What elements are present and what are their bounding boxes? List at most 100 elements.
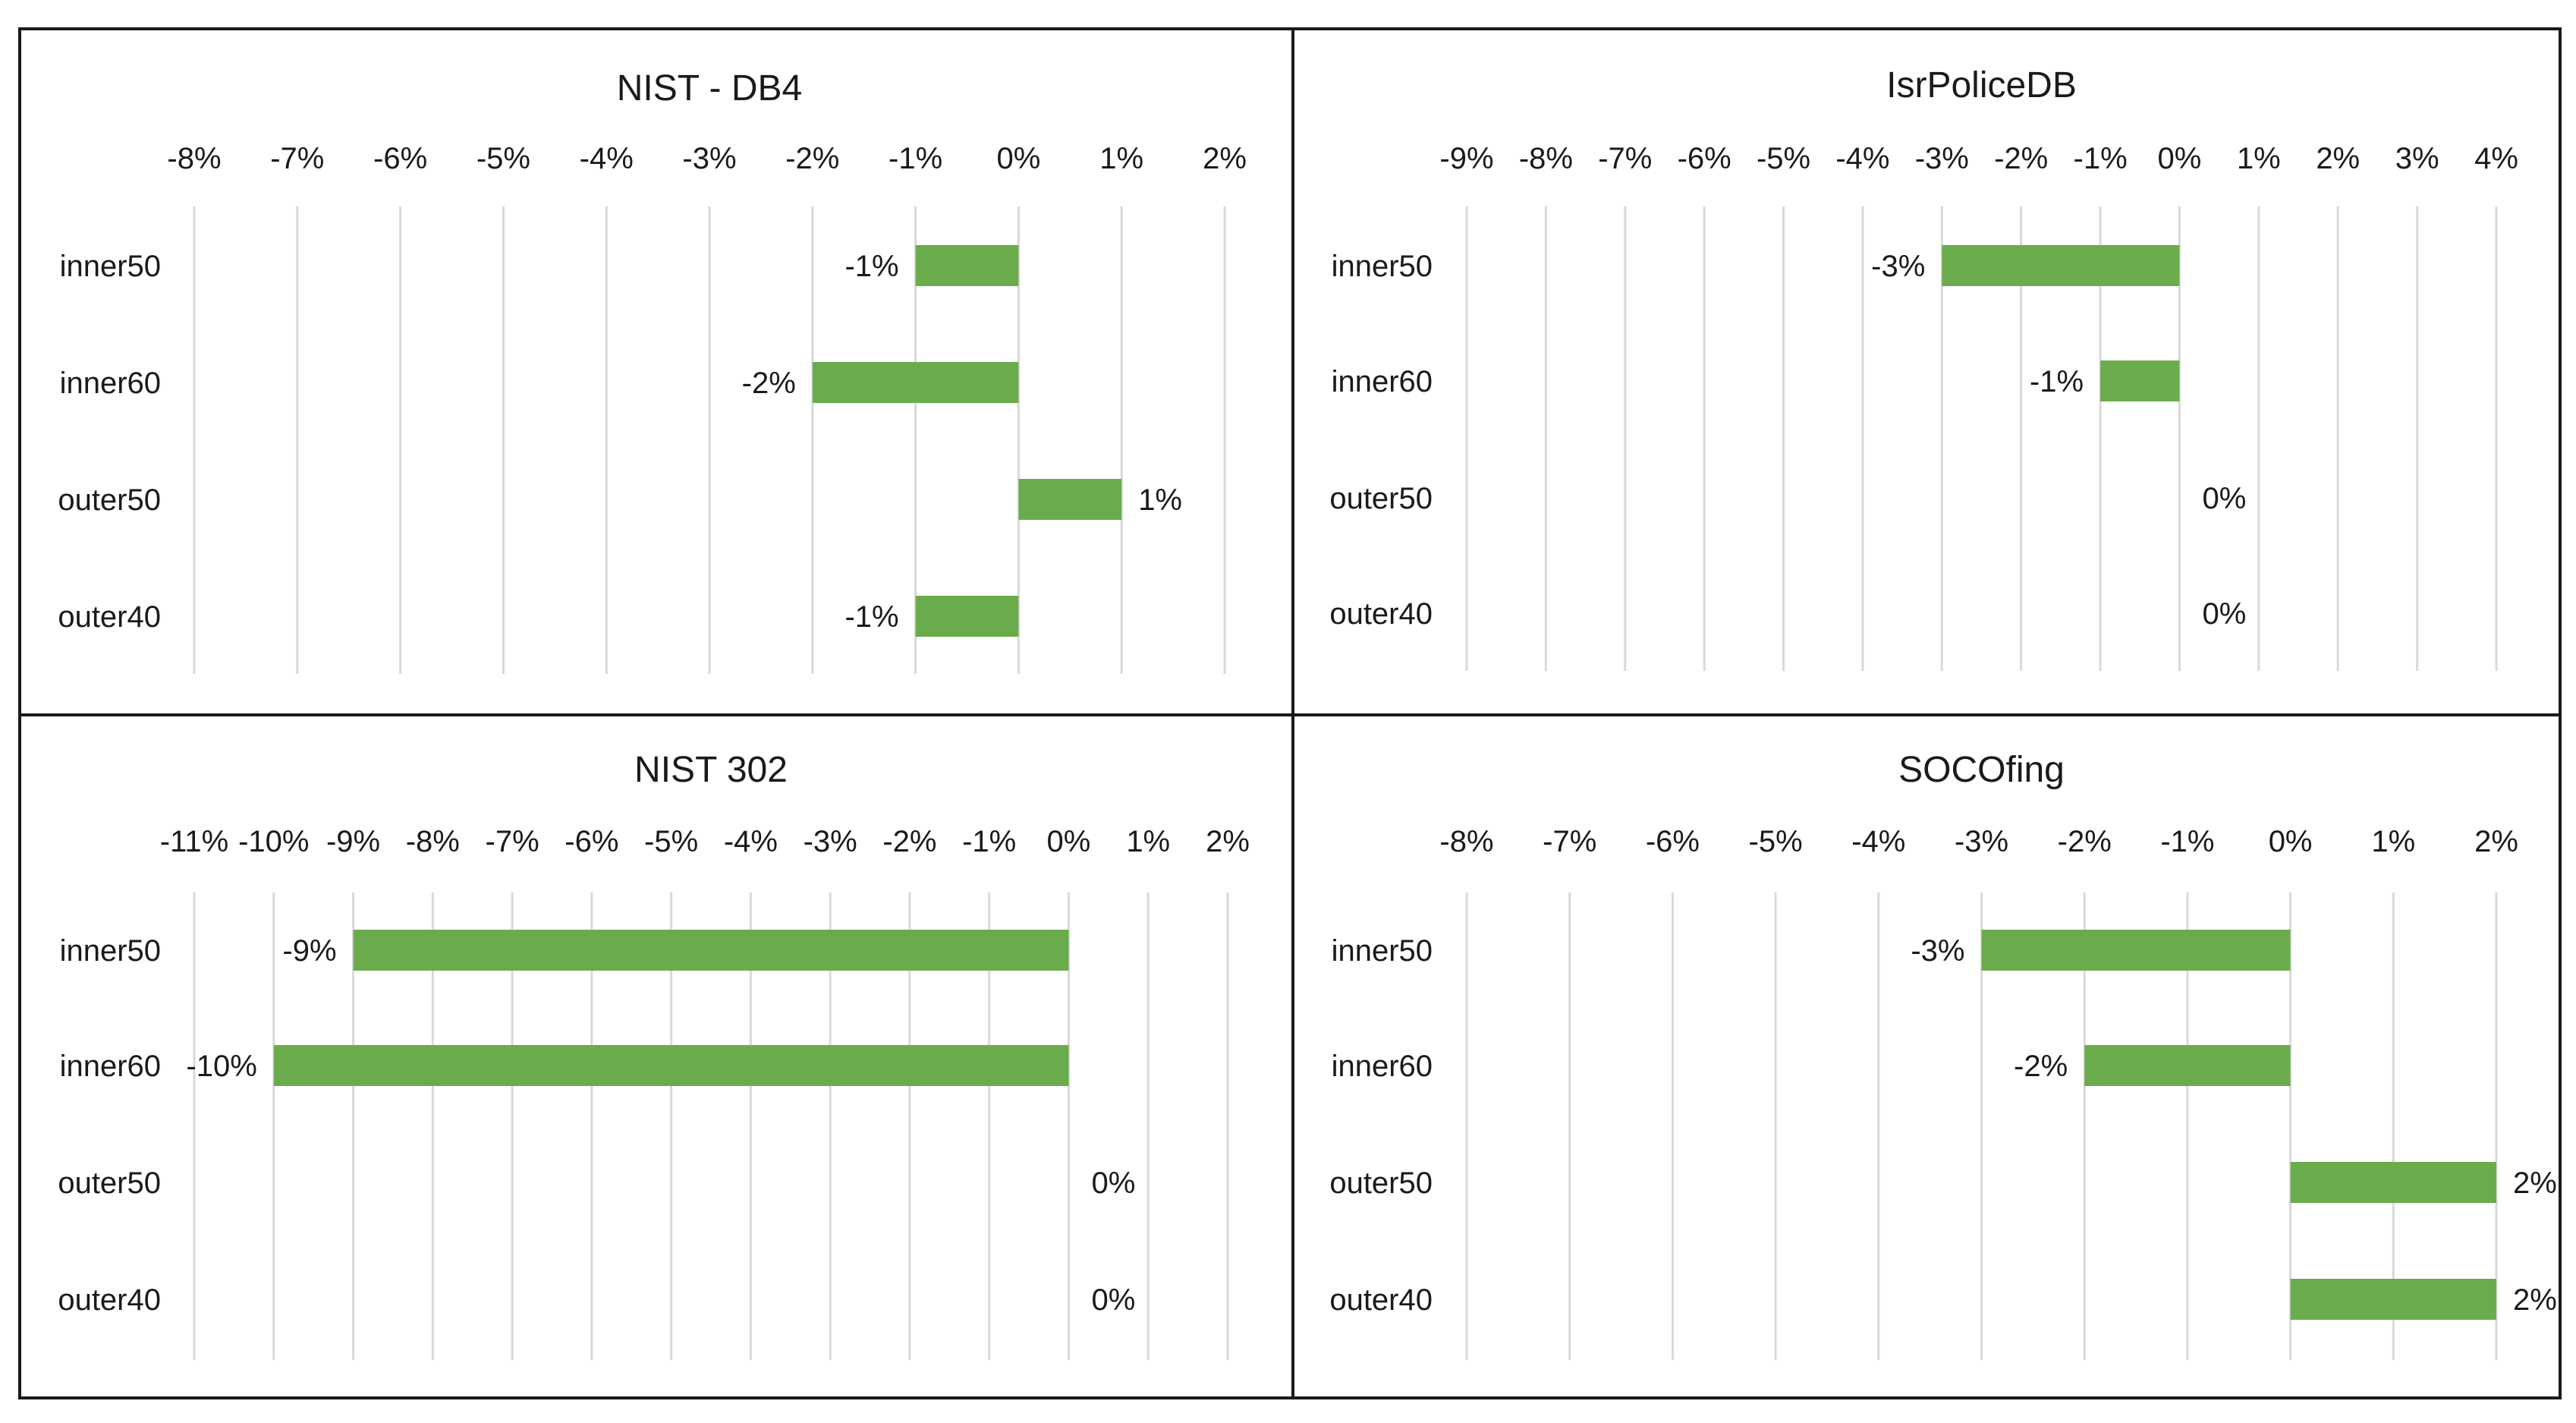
- category-label: outer40: [58, 600, 161, 634]
- category-label: inner50: [1332, 934, 1433, 968]
- x-tick-label: -8%: [406, 825, 460, 858]
- data-label: 2%: [2513, 1283, 2557, 1317]
- x-tick-label: -5%: [477, 142, 530, 175]
- chart-title: SOCOfing: [1898, 750, 2065, 790]
- x-tick-label: -7%: [1598, 142, 1652, 175]
- x-tick-label: 2%: [2474, 825, 2518, 858]
- bar: [915, 245, 1019, 286]
- category-label: inner60: [1332, 365, 1433, 398]
- category-label: inner60: [60, 367, 161, 400]
- x-tick-label: -4%: [580, 142, 634, 175]
- x-tick-label: -4%: [1851, 825, 1905, 858]
- x-tick-label: -4%: [724, 825, 778, 858]
- x-tick-label: -7%: [486, 825, 539, 858]
- x-tick-label: -8%: [167, 142, 221, 175]
- x-tick-label: -6%: [565, 825, 618, 858]
- data-label: 0%: [2202, 482, 2246, 515]
- bar: [2100, 360, 2180, 401]
- category-label: outer50: [58, 1166, 161, 1200]
- category-label: outer50: [1329, 482, 1433, 515]
- x-tick-label: -2%: [1994, 142, 2048, 175]
- x-tick-label: 0%: [1047, 825, 1091, 858]
- category-label: inner50: [1332, 250, 1433, 283]
- category-label: outer40: [58, 1283, 161, 1317]
- x-tick-label: -5%: [1749, 825, 1803, 858]
- data-label: -3%: [1871, 250, 1925, 283]
- x-tick-label: -8%: [1439, 825, 1493, 858]
- x-tick-label: 1%: [2237, 142, 2281, 175]
- chart-panel-3: SOCOfing -8% -7% -6% -5% -4% -3% -2% -1% 0% 1% 2% in…: [1291, 713, 2562, 1399]
- data-label: 1%: [1138, 483, 1182, 517]
- data-label: -2%: [2014, 1050, 2068, 1083]
- x-tick-label: 4%: [2474, 142, 2518, 175]
- bar: [273, 1045, 1069, 1086]
- x-tick-label: -8%: [1519, 142, 1573, 175]
- x-tick-label: -6%: [1646, 825, 1700, 858]
- data-label: 2%: [2513, 1166, 2557, 1200]
- x-tick-label: -5%: [644, 825, 698, 858]
- chart-panel-2: NIST 302 -11% -10% -9% -8% -7% -6% -5% -4% -3% -2%…: [18, 713, 1294, 1399]
- data-label: 0%: [1091, 1283, 1135, 1317]
- data-label: -3%: [1911, 934, 1964, 968]
- x-tick-label: -1%: [962, 825, 1016, 858]
- x-tick-label: -9%: [1439, 142, 1493, 175]
- x-tick-label: 2%: [1203, 142, 1247, 175]
- bar: [812, 362, 1019, 403]
- bar: [1981, 930, 2291, 971]
- category-label: inner60: [60, 1050, 161, 1083]
- bar: [915, 596, 1019, 637]
- data-label: -1%: [845, 250, 898, 283]
- x-tick-label: -1%: [2074, 142, 2128, 175]
- bar: [1018, 479, 1122, 520]
- x-tick-label: 1%: [2371, 825, 2415, 858]
- x-tick-label: -3%: [1955, 825, 2008, 858]
- data-label: -2%: [742, 367, 796, 400]
- chart-frame: [1291, 27, 2562, 716]
- x-tick-label: 1%: [1099, 142, 1143, 175]
- x-tick-label: -3%: [682, 142, 736, 175]
- category-label: outer40: [1329, 597, 1433, 631]
- bar: [2084, 1045, 2291, 1086]
- chart-title: IsrPoliceDB: [1886, 65, 2077, 105]
- category-label: outer50: [1329, 1166, 1433, 1200]
- x-tick-label: -7%: [1543, 825, 1596, 858]
- x-tick-label: 3%: [2395, 142, 2439, 175]
- data-label: -9%: [282, 934, 336, 968]
- data-label: -1%: [2030, 365, 2084, 398]
- x-tick-label: 0%: [996, 142, 1040, 175]
- x-tick-label: 0%: [2158, 142, 2202, 175]
- chart-title: NIST - DB4: [617, 68, 803, 109]
- chart-panel-1: IsrPoliceDB -9% -8% -7% -6% -5% -4% -3% -2% -1% 0%…: [1291, 27, 2562, 716]
- x-tick-label: 2%: [2316, 142, 2360, 175]
- category-label: inner50: [60, 250, 161, 283]
- x-tick-label: -2%: [882, 825, 936, 858]
- bar: [2290, 1162, 2496, 1203]
- x-tick-label: -11%: [160, 825, 228, 858]
- x-tick-label: 2%: [1206, 825, 1250, 858]
- category-label: outer40: [1329, 1283, 1433, 1317]
- category-label: outer50: [58, 483, 161, 517]
- x-tick-label: -3%: [804, 825, 857, 858]
- data-label: -10%: [186, 1050, 256, 1083]
- x-tick-label: -5%: [1757, 142, 1810, 175]
- x-tick-label: -2%: [785, 142, 839, 175]
- x-tick-label: -3%: [1915, 142, 1969, 175]
- x-tick-label: -6%: [373, 142, 427, 175]
- category-label: inner50: [60, 934, 161, 968]
- x-tick-label: -9%: [326, 825, 380, 858]
- bar: [353, 930, 1069, 971]
- x-tick-label: 1%: [1126, 825, 1170, 858]
- x-tick-label: -2%: [2058, 825, 2112, 858]
- x-tick-label: -10%: [238, 825, 309, 858]
- chart-title: NIST 302: [634, 750, 788, 790]
- data-label: 0%: [2202, 597, 2246, 631]
- data-label: -1%: [845, 600, 898, 634]
- bar: [1942, 245, 2180, 286]
- x-tick-label: 0%: [2269, 825, 2313, 858]
- x-tick-label: -6%: [1678, 142, 1731, 175]
- chart-frame: [18, 27, 1294, 716]
- bar: [2290, 1279, 2496, 1320]
- category-label: inner60: [1332, 1050, 1433, 1083]
- x-tick-label: -7%: [270, 142, 324, 175]
